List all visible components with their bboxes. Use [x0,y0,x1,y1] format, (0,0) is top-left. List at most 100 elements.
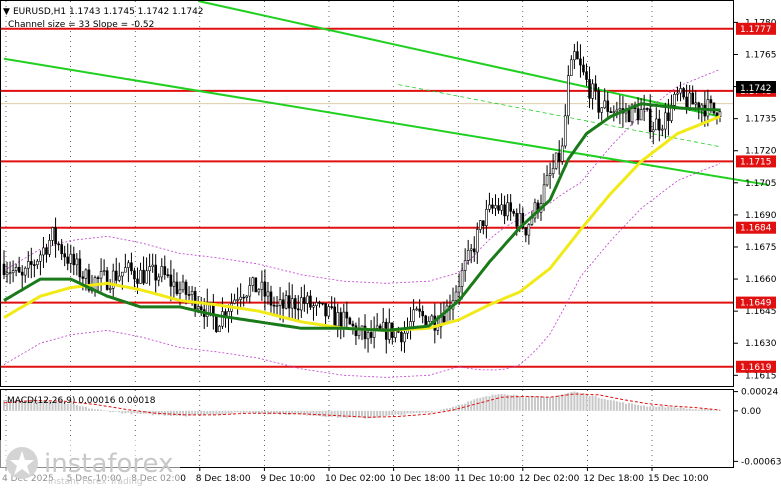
macd-bar [607,400,609,411]
macd-bar [197,411,199,415]
macd-bar [206,411,208,415]
macd-tick-label: 0.00 [741,407,761,417]
candle-body [343,312,345,328]
macd-bar [413,411,415,413]
macd-bar [622,402,624,411]
macd-bar [255,411,257,413]
macd-bar [388,411,390,416]
current-price-tag: 1.1742 [736,81,776,94]
candle-body [491,205,493,208]
candle-body [352,324,354,326]
candle-body [677,93,679,94]
candle-body [240,297,242,299]
macd-bar [82,406,84,410]
candle-body [27,261,29,268]
macd-bar [194,411,196,415]
candle-body [21,272,23,275]
macd-bar [209,411,211,414]
candle-body [455,292,457,300]
macd-bar [437,411,439,412]
candle-body [507,203,509,216]
macd-bar [291,411,293,414]
macd-bar [215,411,217,415]
macd-bar [185,411,187,417]
macd-bar [106,411,108,412]
candle-body [695,103,697,104]
candle-body [315,302,317,305]
macd-bar [498,394,500,411]
macd-bar [309,411,311,416]
price-tick-label: 1.1615 [745,371,777,381]
macd-bar [649,406,651,410]
candle-body [319,302,321,303]
macd-bar [546,397,548,411]
macd-bar [555,396,557,411]
macd-bar [631,403,633,410]
level-label: 1.1715 [740,157,772,167]
candle-body [473,249,475,252]
macd-bar [112,411,114,412]
candle-body [155,265,157,280]
price-tick-label: 1.1690 [745,211,777,221]
candle-body [576,52,578,59]
candle-body [582,65,584,72]
candle-body [218,326,220,332]
candle-body [340,312,342,328]
macd-bar [325,411,327,417]
macd-bar [601,399,603,411]
candle-body [67,257,69,263]
candle-body [124,268,126,273]
candle-body [658,119,660,130]
macd-bar [455,406,457,411]
macd-bar [634,405,636,411]
candle-body [306,296,308,303]
candle-body [579,59,581,65]
time-tick-label: 12 Dec 02:00 [519,474,580,484]
macd-bar [616,401,618,411]
candle-body [73,254,75,265]
candle-body [109,288,111,289]
candle-body [334,307,336,326]
macd-bar [403,411,405,415]
macd-bar [319,411,321,416]
candle-body [628,109,630,122]
candle-body [197,307,199,309]
candle-body [382,322,384,328]
macd-bar [564,394,566,411]
candle-body [221,312,223,327]
candle-body [279,300,281,306]
candle-body [39,255,41,261]
candle-body [431,316,433,321]
candle-body [713,103,715,113]
candle-body [652,130,654,132]
candle-body [707,100,709,116]
candle-body [188,294,190,295]
macd-bar [231,411,233,414]
macd-bar [416,411,418,413]
macd-bar [267,411,269,415]
macd-bar [212,411,214,415]
macd-bar [224,411,226,414]
macd-bar [531,396,533,411]
collapse-arrow-icon[interactable]: ▼ [3,7,10,17]
macd-bar [640,406,642,411]
candle-body [261,282,263,289]
candle-body [367,332,369,338]
macd-bar [667,406,669,411]
macd-bar [619,402,621,411]
candle-body [476,230,478,253]
candle-body [416,309,418,310]
price-tick-label: 1.1645 [745,307,777,317]
macd-bar [528,396,530,411]
candle-body [613,112,615,113]
macd-bar [127,411,129,413]
candle-body [337,312,339,326]
candle-body [564,116,566,146]
macd-bar [276,411,278,414]
candle-body [501,205,503,210]
candle-body [9,273,11,274]
macd-bar [595,396,597,411]
candle-body [55,228,57,244]
candle-body [528,224,530,235]
